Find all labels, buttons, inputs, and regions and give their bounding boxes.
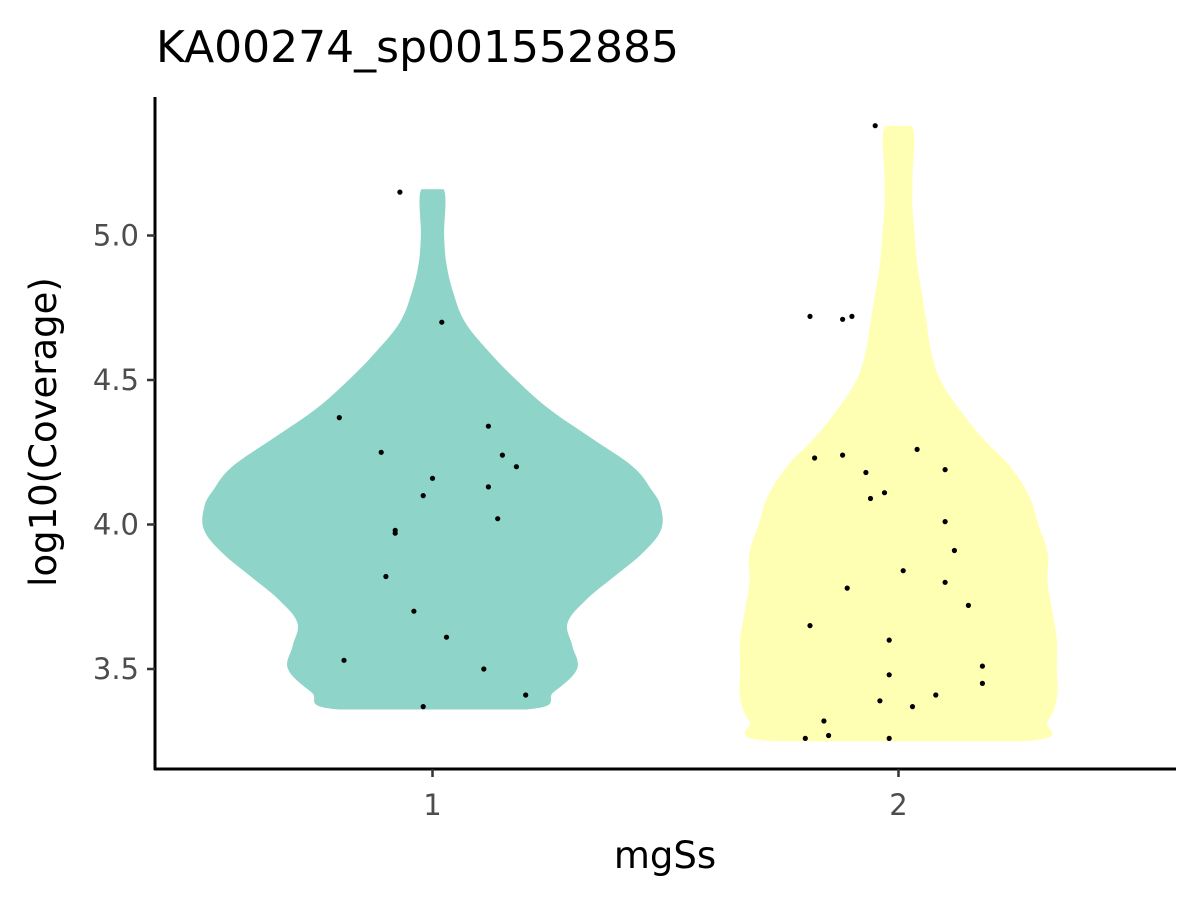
- y-tick-label: 5.0: [93, 219, 139, 253]
- x-tick-label: 1: [423, 788, 441, 822]
- data-point: [420, 493, 426, 499]
- data-point: [523, 692, 529, 698]
- data-point: [336, 415, 342, 421]
- y-tick-label: 4.5: [93, 363, 139, 397]
- data-point: [513, 464, 520, 470]
- data-point: [840, 316, 846, 322]
- x-axis-title: mgSs: [614, 834, 716, 877]
- data-point: [495, 516, 501, 522]
- data-point: [481, 666, 487, 672]
- data-point: [443, 634, 450, 640]
- data-point: [807, 623, 813, 629]
- data-point: [979, 680, 986, 687]
- data-point: [411, 608, 417, 614]
- chart-title: KA00274_sp001552885: [156, 22, 679, 73]
- y-tick-label: 4.0: [93, 508, 139, 542]
- data-point: [812, 455, 818, 461]
- data-point: [942, 519, 948, 525]
- y-axis-title: log10(Coverage): [22, 277, 65, 587]
- data-point: [341, 657, 347, 663]
- data-point: [392, 530, 398, 536]
- data-point: [849, 313, 855, 319]
- x-tick-label: 2: [889, 788, 907, 822]
- data-point: [867, 495, 874, 502]
- violin-1: [202, 189, 663, 710]
- violin-2: [739, 125, 1058, 742]
- data-point: [821, 718, 827, 724]
- data-point: [900, 568, 906, 574]
- data-point: [886, 735, 892, 742]
- data-point: [863, 469, 869, 476]
- data-point: [439, 319, 445, 325]
- data-point: [951, 547, 958, 554]
- y-axis-ticks: 3.5 4.0 4.5 5.0: [93, 219, 155, 686]
- data-point: [909, 704, 916, 710]
- data-point: [485, 484, 491, 490]
- data-point: [914, 446, 920, 452]
- data-point: [802, 735, 808, 742]
- data-point: [383, 573, 389, 580]
- data-point: [420, 704, 426, 710]
- data-point: [965, 602, 972, 609]
- data-point: [807, 313, 813, 319]
- data-point: [881, 490, 888, 496]
- data-point: [942, 467, 948, 473]
- data-point: [826, 732, 832, 739]
- data-point: [877, 698, 883, 704]
- data-point: [942, 579, 948, 585]
- data-point: [979, 663, 986, 669]
- data-point: [429, 475, 436, 481]
- data-point: [886, 672, 892, 678]
- data-point: [872, 123, 878, 129]
- data-point: [485, 423, 491, 429]
- data-point: [844, 585, 850, 591]
- data-point: [840, 452, 846, 458]
- jitter-points-layer: [336, 123, 986, 742]
- violin-layer: [202, 125, 1058, 742]
- data-point: [397, 189, 403, 195]
- y-tick-label: 3.5: [93, 652, 139, 686]
- data-point: [378, 449, 384, 455]
- data-point: [933, 692, 939, 698]
- data-point: [886, 637, 892, 643]
- data-point: [499, 452, 505, 458]
